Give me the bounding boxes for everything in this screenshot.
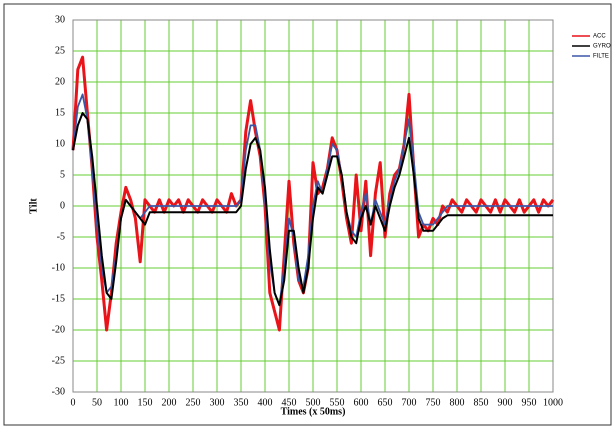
x-tick-label: 850: [474, 397, 489, 408]
x-tick-label: 700: [402, 397, 417, 408]
series-line: [72, 112, 553, 307]
x-tick-label: 200: [162, 397, 177, 408]
x-tick-label: 300: [210, 397, 225, 408]
y-tick-label: -30: [52, 386, 65, 397]
x-tick-label: 750: [426, 397, 441, 408]
y-tick-label: -20: [52, 324, 65, 335]
x-tick-label: 400: [258, 397, 273, 408]
x-tick-label: 550: [330, 397, 345, 408]
x-tick-label: 100: [114, 397, 129, 408]
x-tick-label: 150: [138, 397, 153, 408]
x-tick-label: 900: [498, 397, 513, 408]
x-tick-label: 650: [378, 397, 393, 408]
series-line: [71, 55, 555, 332]
y-tick-label: 25: [55, 45, 65, 56]
chart-border: [3, 3, 612, 426]
x-tick-label: 800: [450, 397, 465, 408]
y-tick-label: 30: [55, 14, 65, 25]
y-axis-title: Tilt: [28, 198, 39, 214]
x-tick-label: 1000: [543, 397, 563, 408]
y-tick-label: 15: [55, 107, 65, 118]
legend-label: FILTE: [593, 54, 609, 60]
x-tick-label: 500: [306, 397, 321, 408]
legend-label: ACC: [593, 34, 606, 40]
y-tick-label: -10: [52, 262, 65, 273]
y-tick-label: 10: [55, 138, 65, 149]
x-tick-label: 450: [282, 397, 297, 408]
x-tick-label: 350: [234, 397, 249, 408]
x-axis-title: Times (x 50ms): [281, 406, 346, 417]
y-tick-label: -25: [52, 355, 65, 366]
x-tick-label: 950: [522, 397, 537, 408]
x-tick-label: 0: [71, 397, 76, 408]
y-tick-label: 20: [55, 76, 65, 87]
x-tick-label: 250: [186, 397, 201, 408]
series-line: [72, 93, 553, 307]
y-tick-label: -15: [52, 293, 65, 304]
y-tick-label: 5: [60, 169, 65, 180]
legend-label: GYRO: [593, 44, 611, 50]
y-tick-label: 0: [60, 200, 65, 211]
y-tick-label: -5: [57, 231, 65, 242]
x-tick-label: 600: [354, 397, 369, 408]
x-tick-label: 50: [92, 397, 102, 408]
